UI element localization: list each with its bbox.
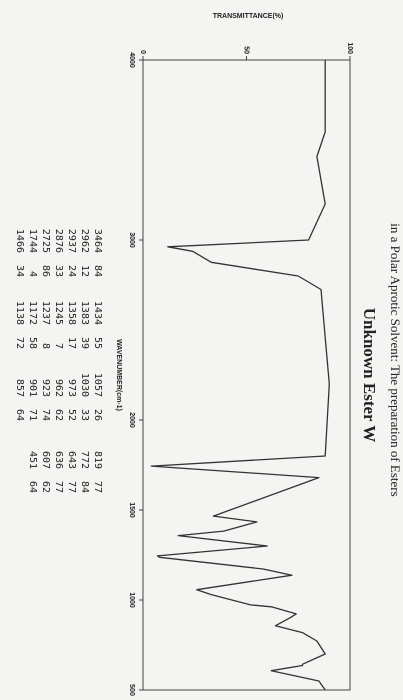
y-axis-label: TRANSMITTANCE(%) xyxy=(213,13,284,20)
peak-wavenumber: 1466 xyxy=(14,229,25,253)
peak-wavenumber: 3464 xyxy=(92,229,103,253)
x-tick-label: 1000 xyxy=(128,592,135,608)
rotated-sheet: in a Polar Aprotic Solvent: The preparat… xyxy=(14,13,403,696)
peak-wavenumber: 1744 xyxy=(27,229,38,253)
peak-wavenumber: 1057 xyxy=(92,373,103,397)
peak-wavenumber: 2876 xyxy=(53,229,64,253)
peak-wavenumber: 2937 xyxy=(66,229,77,253)
x-tick-label: 4000 xyxy=(128,52,135,68)
peak-transmittance: 62 xyxy=(40,481,51,493)
x-tick-label: 2000 xyxy=(128,412,135,428)
peak-wavenumber: 973 xyxy=(66,379,77,397)
peak-wavenumber: 636 xyxy=(53,451,64,469)
spectrum-line xyxy=(150,60,330,691)
peak-wavenumber: 901 xyxy=(27,379,38,397)
peak-transmittance: 71 xyxy=(27,409,38,421)
peak-transmittance: 33 xyxy=(79,409,90,421)
peak-transmittance: 52 xyxy=(66,409,77,421)
peak-transmittance: 39 xyxy=(79,337,90,349)
peak-transmittance: 84 xyxy=(92,265,103,277)
peak-wavenumber: 1172 xyxy=(27,301,38,325)
peak-wavenumber: 643 xyxy=(66,451,77,469)
peak-wavenumber: 1237 xyxy=(40,301,51,325)
peak-transmittance: 26 xyxy=(92,409,103,421)
peak-wavenumber: 1138 xyxy=(14,301,25,325)
peak-wavenumber: 857 xyxy=(14,379,25,397)
peak-transmittance: 64 xyxy=(14,409,25,421)
peak-wavenumber: 607 xyxy=(40,451,51,469)
header: in a Polar Aprotic Solvent: The preparat… xyxy=(388,223,403,496)
peak-transmittance: 55 xyxy=(92,337,103,349)
peak-wavenumber: 451 xyxy=(27,451,38,469)
peak-wavenumber: 923 xyxy=(40,379,51,397)
peak-wavenumber: 2962 xyxy=(79,229,90,253)
peak-transmittance: 72 xyxy=(14,337,25,349)
peak-transmittance: 4 xyxy=(27,271,38,277)
peak-transmittance: 84 xyxy=(79,481,90,493)
peak-transmittance: 86 xyxy=(40,265,51,277)
peak-transmittance: 24 xyxy=(66,265,77,277)
peak-wavenumber: 1358 xyxy=(66,301,77,325)
peak-transmittance: 7 xyxy=(53,343,64,349)
y-tick-label: 100 xyxy=(346,42,353,54)
peak-transmittance: 77 xyxy=(53,481,64,493)
peak-transmittance: 33 xyxy=(53,265,64,277)
peak-wavenumber: 1245 xyxy=(53,301,64,325)
peak-transmittance: 77 xyxy=(92,481,103,493)
peak-wavenumber: 962 xyxy=(53,379,64,397)
peak-transmittance: 58 xyxy=(27,337,38,349)
peak-transmittance: 77 xyxy=(66,481,77,493)
y-tick-label: 50 xyxy=(243,46,250,54)
peak-transmittance: 64 xyxy=(27,481,38,493)
peak-transmittance: 62 xyxy=(53,409,64,421)
peak-wavenumber: 772 xyxy=(79,451,90,469)
peak-wavenumber: 2725 xyxy=(40,229,51,253)
x-axis-label: WAVENUMBER(cm-1) xyxy=(115,339,122,411)
peak-wavenumber: 1383 xyxy=(79,301,90,325)
x-tick-label: 1500 xyxy=(128,502,135,518)
x-tick-label: 500 xyxy=(128,684,135,696)
peak-transmittance: 34 xyxy=(14,265,25,277)
y-tick-label: 0 xyxy=(139,50,146,54)
peak-transmittance: 8 xyxy=(40,343,51,349)
peak-transmittance: 74 xyxy=(40,409,51,421)
peak-transmittance: 12 xyxy=(79,265,90,277)
peak-transmittance: 17 xyxy=(66,337,77,349)
x-tick-label: 3000 xyxy=(128,232,135,248)
peak-wavenumber: 1434 xyxy=(92,301,103,325)
peak-wavenumber: 1030 xyxy=(79,373,90,397)
chart-title: Unknown Ester W xyxy=(360,308,379,442)
peak-wavenumber: 819 xyxy=(92,451,103,469)
